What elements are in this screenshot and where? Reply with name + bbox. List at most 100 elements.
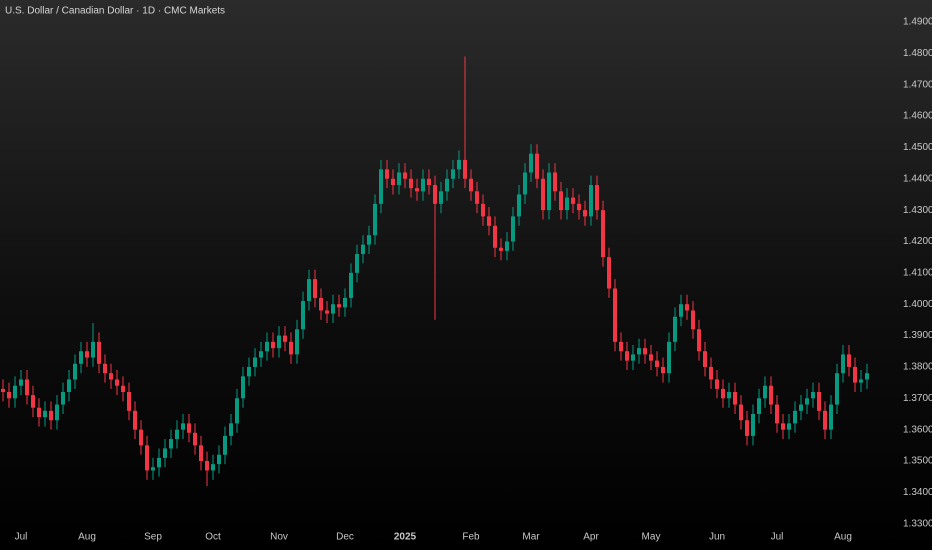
candle-body: [37, 407, 41, 418]
candle-body: [481, 203, 485, 217]
candle-body: [253, 357, 257, 367]
y-tick-label: 1.34000: [903, 487, 932, 498]
candle-body: [859, 379, 863, 383]
candle-body: [205, 461, 209, 471]
candle-body: [631, 354, 635, 361]
candle-body: [343, 297, 347, 308]
candle-body: [103, 363, 107, 374]
candle-body: [433, 185, 437, 204]
candle-body: [595, 185, 599, 211]
candle-body: [25, 379, 29, 396]
candle-body: [643, 348, 647, 355]
candle-body: [193, 432, 197, 446]
candle-body: [91, 341, 95, 358]
candle-body: [133, 410, 137, 430]
x-tick-label: Jul: [15, 532, 28, 543]
x-tick-label: Jun: [709, 532, 725, 543]
candle-body: [157, 457, 161, 468]
candle-body: [775, 404, 779, 424]
candle-body: [829, 404, 833, 430]
candle-body: [13, 385, 17, 399]
candle-body: [301, 301, 305, 330]
y-tick-label: 1.44000: [903, 173, 932, 184]
candle-body: [19, 379, 23, 386]
candle-body: [385, 169, 389, 179]
candle-body: [391, 178, 395, 186]
candle-body: [769, 385, 773, 405]
candle-body: [79, 351, 83, 364]
candle-body: [709, 366, 713, 380]
candle-body: [739, 404, 743, 421]
y-tick-label: 1.45000: [903, 142, 932, 153]
candle-body: [277, 335, 281, 349]
candle-body: [127, 392, 131, 411]
candle-body: [199, 445, 203, 462]
candle-body: [757, 398, 761, 414]
candle-body: [403, 172, 407, 179]
candle-body: [265, 341, 269, 352]
x-tick-label: Feb: [462, 532, 480, 543]
y-tick-label: 1.46000: [903, 111, 932, 122]
candle-body: [235, 398, 239, 424]
candle-body: [175, 429, 179, 440]
y-tick-label: 1.41000: [903, 267, 932, 278]
candle-body: [409, 178, 413, 189]
x-tick-label: Aug: [78, 532, 96, 543]
candle-body: [229, 423, 233, 436]
candle-body: [283, 335, 287, 342]
candle-body: [331, 304, 335, 314]
candle-body: [787, 423, 791, 430]
candle-body: [451, 169, 455, 179]
candle-body: [487, 216, 491, 226]
y-tick-label: 1.37000: [903, 393, 932, 404]
candle-body: [649, 354, 653, 361]
candle-body: [865, 373, 869, 380]
candle-body: [325, 310, 329, 314]
candle-body: [847, 354, 851, 367]
candle-body: [559, 191, 563, 211]
candle-body: [751, 413, 755, 436]
candle-body: [289, 341, 293, 355]
candle-body: [805, 398, 809, 405]
candle-body: [493, 225, 497, 248]
y-tick-label: 1.48000: [903, 48, 932, 59]
candle-body: [541, 178, 545, 211]
candle-body: [685, 304, 689, 311]
candle-body: [397, 172, 401, 186]
candle-body: [853, 366, 857, 383]
candle-body: [43, 410, 47, 418]
y-tick-label: 1.40000: [903, 299, 932, 310]
candle-body: [823, 410, 827, 430]
candle-body: [145, 445, 149, 471]
candle-body: [67, 379, 71, 393]
y-tick-label: 1.47000: [903, 79, 932, 90]
candle-body: [415, 188, 419, 192]
candle-body: [679, 304, 683, 317]
candle-body: [547, 172, 551, 211]
candle-body: [745, 420, 749, 436]
candle-body: [151, 467, 155, 471]
candle-body: [427, 178, 431, 186]
candle-body: [421, 178, 425, 192]
x-tick-label: Aug: [834, 532, 852, 543]
candle-body: [589, 185, 593, 217]
x-tick-label: Sep: [144, 532, 162, 543]
candle-body: [793, 410, 797, 424]
x-tick-label: Mar: [522, 532, 540, 543]
y-tick-label: 1.49000: [903, 17, 932, 28]
candle-body: [319, 297, 323, 311]
y-tick-label: 1.35000: [903, 456, 932, 467]
candle-body: [313, 279, 317, 298]
candle-body: [109, 373, 113, 380]
x-tick-label: Jul: [771, 532, 784, 543]
candle-body: [691, 310, 695, 330]
candle-body: [61, 392, 65, 405]
candle-body: [667, 341, 671, 374]
candle-body: [55, 404, 59, 421]
candle-body: [655, 360, 659, 367]
x-tick-label: Nov: [270, 532, 288, 543]
x-tick-label: Apr: [583, 532, 599, 543]
candle-body: [841, 354, 845, 374]
